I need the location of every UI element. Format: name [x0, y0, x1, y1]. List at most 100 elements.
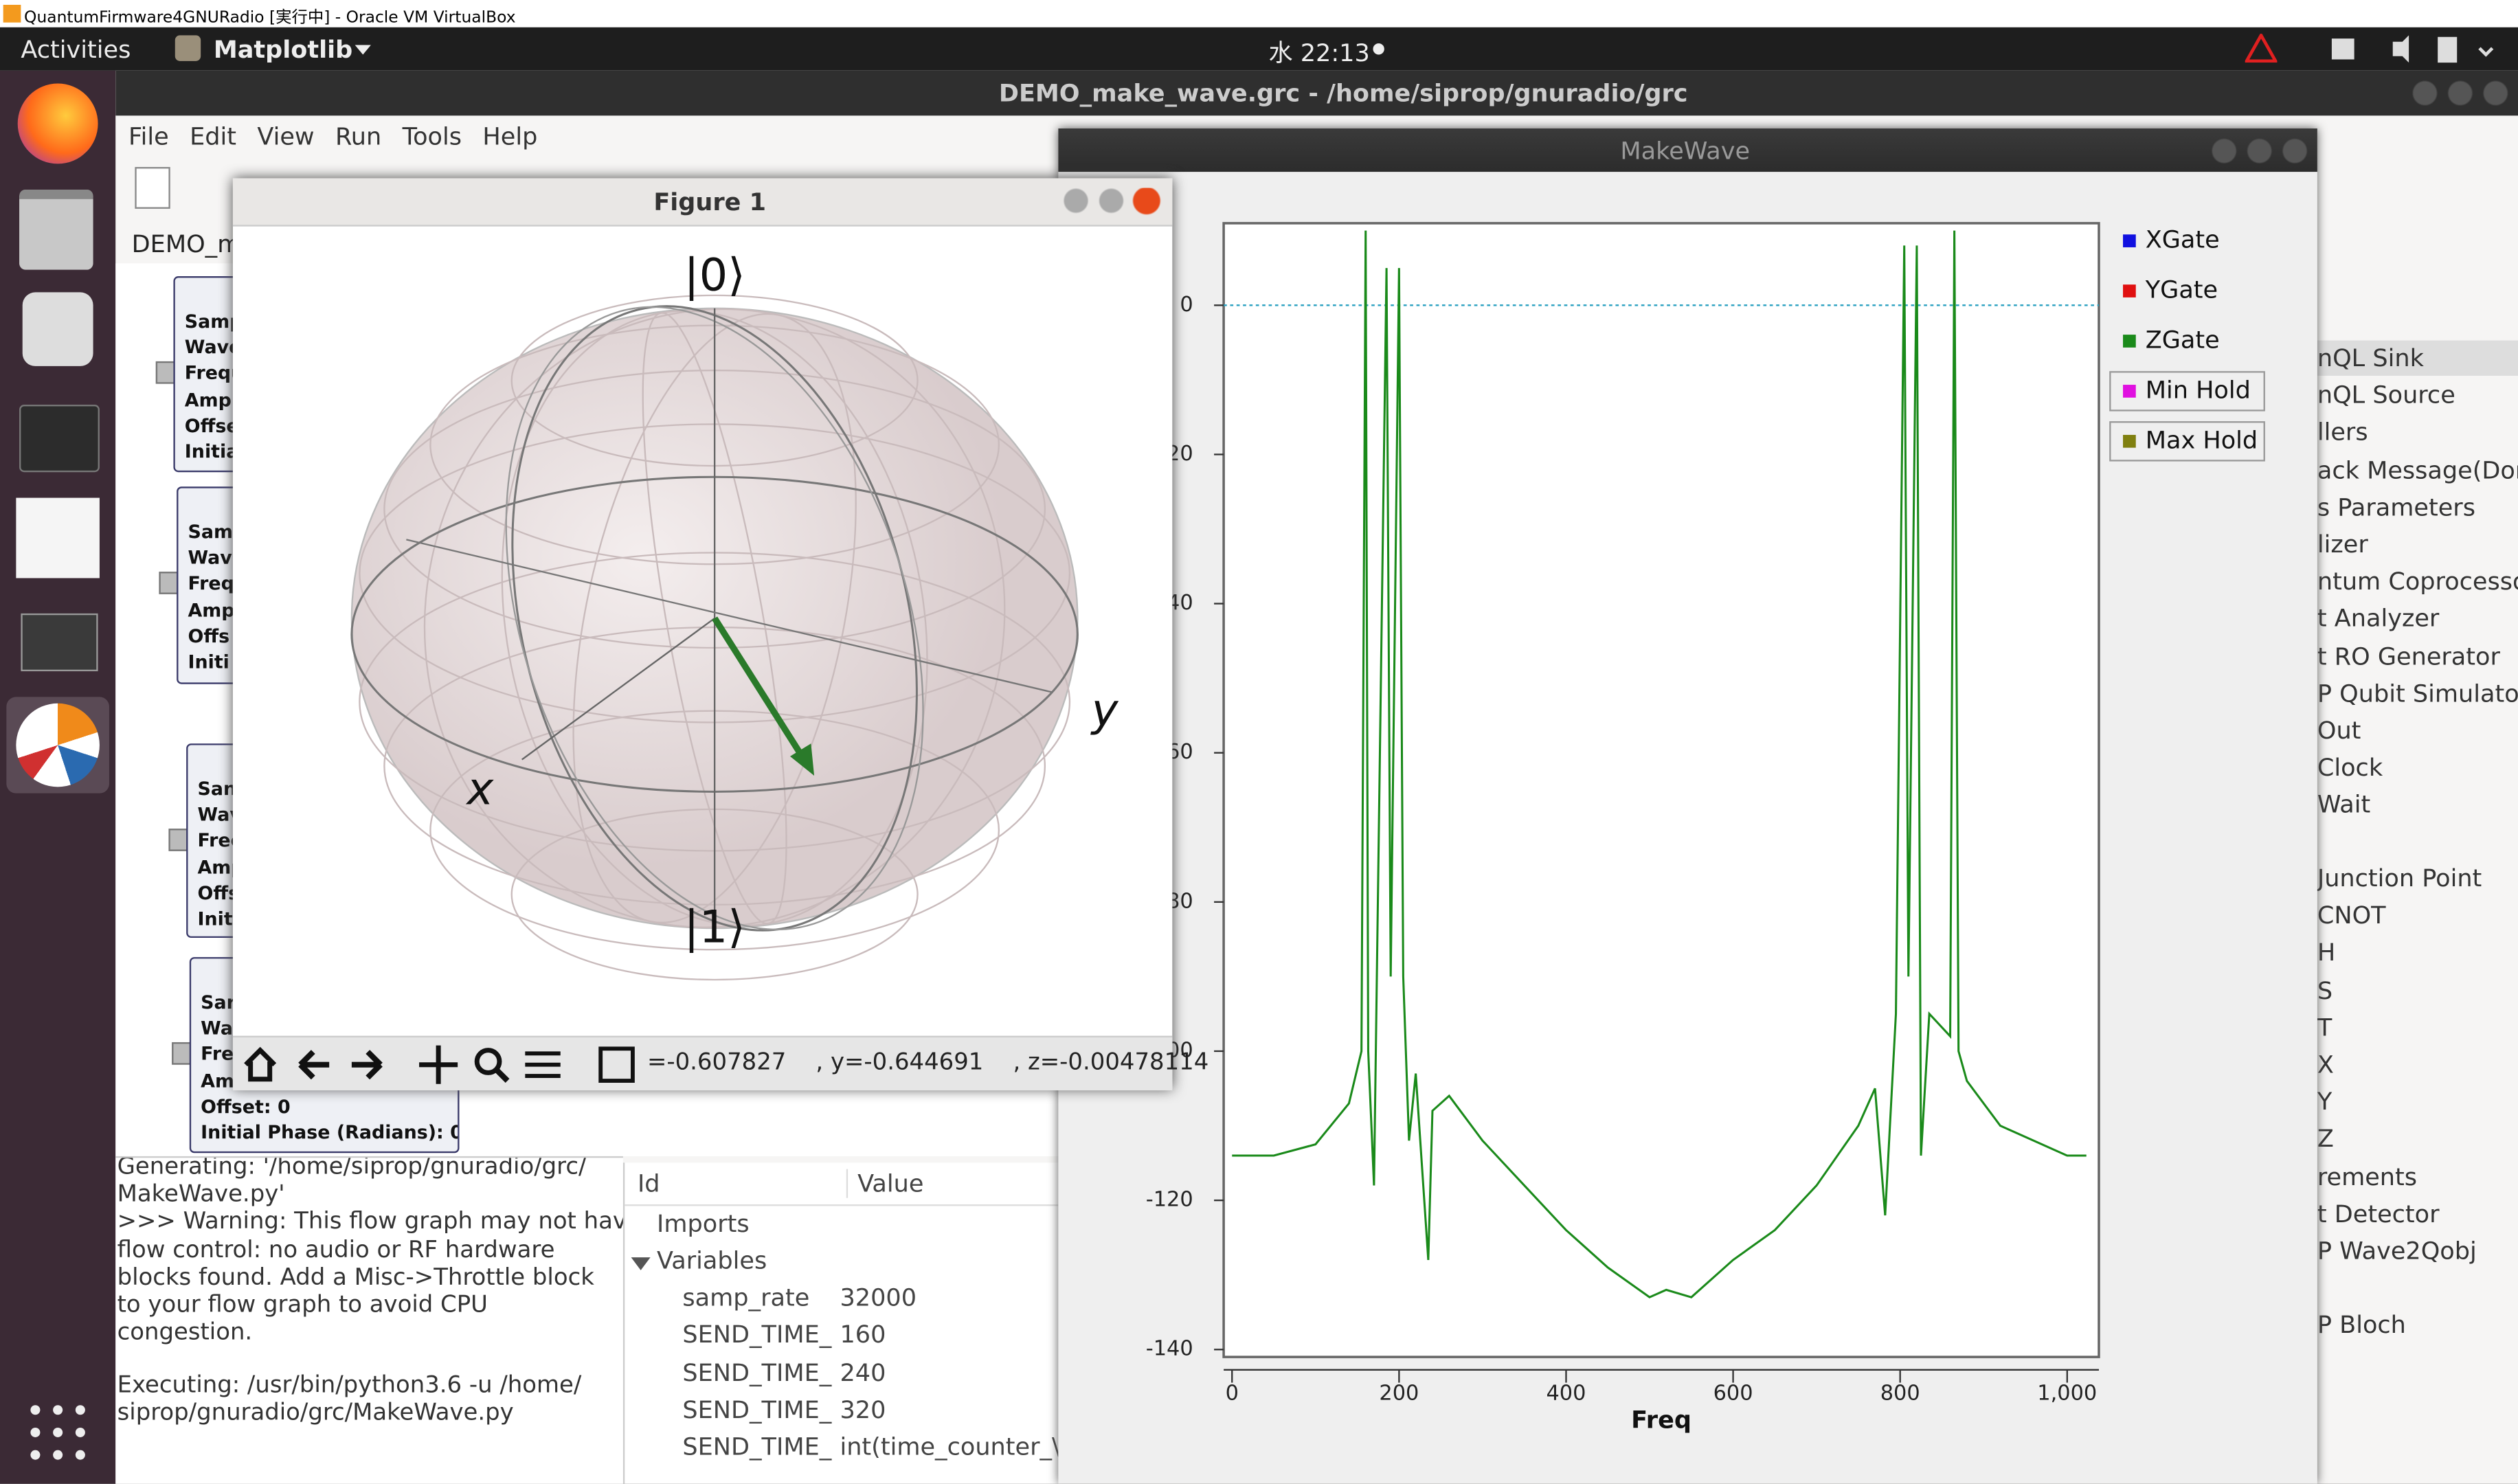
x-tick-label: 600	[1713, 1381, 1753, 1405]
var-id[interactable]: SEND_TIME_	[682, 1358, 832, 1387]
clock[interactable]: 水 22:13	[1268, 38, 1370, 68]
block-param: Sar	[201, 991, 236, 1013]
app-grid[interactable]	[29, 1404, 87, 1461]
library-item[interactable]: t Analyzer	[2317, 604, 2440, 633]
window-buttons[interactable]	[2211, 138, 2308, 164]
console-line: blocks found. Add a Misc->Throttle block	[117, 1265, 594, 1291]
window-buttons[interactable]	[1063, 188, 1163, 216]
block-param: Am	[201, 1068, 235, 1092]
vars-header-id[interactable]: Id	[637, 1169, 660, 1198]
block-param: Fre	[201, 1042, 234, 1066]
console-line: MakeWave.py'	[117, 1182, 285, 1208]
speaker-icon[interactable]	[22, 292, 93, 366]
library-item[interactable]: t RO Generator	[2317, 642, 2500, 671]
library-item[interactable]: P Bloch	[2317, 1310, 2406, 1340]
toolbar-icons[interactable]	[239, 1044, 640, 1086]
block[interactable]: Sam Wav Freq Amp Offs Initi	[177, 486, 245, 684]
menu-item[interactable]: Run	[335, 122, 382, 151]
legend-label: Max Hold	[2146, 426, 2258, 454]
console-line: Generating: '/home/siprop/gnuradio/grc/	[117, 1156, 587, 1180]
library-item[interactable]: s Parameters	[2317, 493, 2475, 522]
library-item[interactable]: H	[2317, 938, 2336, 968]
makewave-titlebar: MakeWave	[1058, 128, 2317, 172]
vars-header-value[interactable]: Value	[846, 1169, 923, 1198]
vars-expander	[631, 1257, 651, 1270]
terminal-icon[interactable]	[19, 405, 100, 473]
block-param: Amp	[188, 598, 235, 621]
menu-item[interactable]: Help	[482, 122, 538, 151]
library-item[interactable]: X	[2317, 1050, 2334, 1079]
library-item[interactable]: Clock	[2317, 753, 2383, 783]
library-item[interactable]: P Qubit Simulator	[2317, 679, 2518, 708]
vbox-title: QuantumFirmware4GNURadio [実行中] - Oracle …	[24, 10, 516, 27]
var-id[interactable]: SEND_TIME_	[682, 1432, 832, 1462]
var-id[interactable]: SEND_TIME_	[682, 1395, 832, 1425]
block-param: Offs	[197, 881, 240, 904]
block-port	[168, 829, 188, 851]
x-tick-label: 400	[1546, 1381, 1586, 1405]
spectrum-plot: 0-20-40-60-80-100-120-14002004006008001,…	[1146, 222, 2265, 1435]
block-param: Wa	[201, 1017, 234, 1039]
state-vector	[712, 616, 809, 765]
block-param: Initi	[188, 650, 229, 673]
legend-box	[2109, 421, 2265, 462]
library-item[interactable]: rements	[2317, 1162, 2418, 1191]
files-icon[interactable]	[19, 189, 93, 270]
app-icon	[175, 35, 201, 61]
activities[interactable]: Activities	[21, 35, 131, 65]
app-menu[interactable]: Matplotlib	[213, 35, 353, 65]
vars-imports[interactable]: Imports	[656, 1209, 750, 1239]
library-item[interactable]: Y	[2317, 1087, 2332, 1116]
library-item[interactable]: ack Message(Dor	[2317, 455, 2518, 484]
library-item[interactable]: P Wave2Qobj	[2317, 1236, 2477, 1266]
grc-titlebar: DEMO_make_wave.grc - /home/siprop/gnurad…	[115, 70, 2518, 116]
window-buttons[interactable]	[2412, 80, 2509, 106]
library-item[interactable]: CNOT	[2317, 901, 2386, 930]
legend-swatch	[2123, 434, 2136, 448]
var-id[interactable]: samp_rate	[682, 1283, 810, 1312]
block-param: Offs	[188, 624, 230, 647]
makewave-window: MakeWave 0-20-40-60-80-100-120-140020040…	[1058, 128, 2317, 1484]
block-param: Ampl	[184, 387, 238, 411]
block-param: Init	[197, 907, 233, 930]
figure-toolbar: =-0.607827 , y=-0.644691 , z=-0.00478114	[232, 1035, 1209, 1091]
menu-item[interactable]: Edit	[190, 122, 236, 151]
library-item[interactable]: ntum Coprocessor	[2317, 567, 2518, 596]
variables-panel: Id Value Imports Variables samp_rate 32000 SEN…	[622, 1162, 1059, 1484]
selected-row	[2317, 340, 2518, 376]
x-axis	[521, 617, 715, 761]
ket1-label: |1⟩	[684, 901, 745, 953]
vars-group[interactable]: Variables	[656, 1246, 767, 1275]
library-item[interactable]: nQL Source	[2317, 381, 2455, 410]
menu-item[interactable]: Tools	[402, 122, 462, 151]
firefox-icon[interactable]	[17, 83, 98, 164]
library-item[interactable]: Wait	[2317, 790, 2371, 820]
menu-item[interactable]: File	[128, 122, 169, 151]
library-item[interactable]: llers	[2317, 418, 2368, 447]
library-item[interactable]: S	[2317, 976, 2333, 1005]
library-item[interactable]: lizer	[2317, 530, 2368, 559]
arrow-head	[790, 743, 815, 776]
var-id[interactable]: SEND_TIME_	[682, 1320, 832, 1350]
console-line: flow control: no audio or RF hardware	[117, 1237, 555, 1263]
library-item[interactable]: T	[2317, 1013, 2332, 1042]
status-icons[interactable]	[2328, 35, 2505, 64]
block-param: Initial Phase (Radians): 0	[201, 1121, 460, 1144]
toolbar	[115, 157, 1079, 212]
console-line: to your flow graph to avoid CPU	[117, 1292, 488, 1319]
library-item[interactable]: Junction Point	[2317, 864, 2482, 893]
legend-box	[2109, 371, 2265, 412]
library-item[interactable]: Z	[2317, 1125, 2334, 1154]
new-button[interactable]	[135, 167, 170, 209]
library-item[interactable]: t Detector	[2317, 1199, 2440, 1228]
ket0-label: |0⟩	[684, 249, 745, 301]
blocked-icon[interactable]	[21, 613, 98, 672]
x-tick-label: 800	[1880, 1381, 1920, 1405]
library-item[interactable]: Out	[2317, 716, 2361, 745]
gnuradio-icon[interactable]	[16, 497, 100, 578]
flowgraph-tab[interactable]: DEMO_m	[131, 229, 241, 259]
menu-item[interactable]: View	[257, 122, 315, 151]
block-param: Freq	[188, 572, 234, 595]
library-item[interactable]: nQL Sink	[2317, 344, 2424, 373]
